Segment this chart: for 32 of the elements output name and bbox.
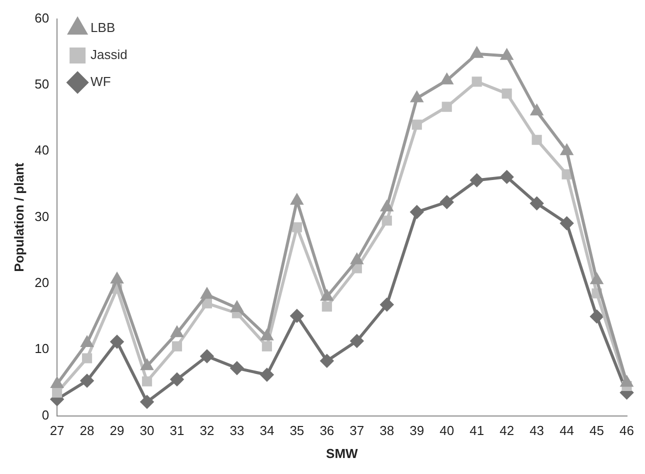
x-tick-label: 29 (110, 423, 124, 438)
x-tick-label: 27 (50, 423, 64, 438)
y-tick-label: 40 (34, 142, 50, 158)
x-tick-label: 36 (320, 423, 334, 438)
x-tick-label: 31 (170, 423, 184, 438)
x-tick-label: 45 (590, 423, 604, 438)
x-tick-label: 38 (380, 423, 394, 438)
legend-label: WF (90, 74, 111, 90)
x-tick-label: 30 (140, 423, 154, 438)
x-tick-label: 28 (80, 423, 94, 438)
x-tick-label: 32 (200, 423, 214, 438)
x-tick-label: 44 (560, 423, 574, 438)
x-axis-title: SMW (326, 446, 359, 461)
x-tick-label: 43 (530, 423, 544, 438)
legend-label: LBB (90, 20, 116, 36)
x-tick-label: 35 (290, 423, 304, 438)
y-tick-label: 20 (34, 275, 50, 290)
y-tick-label: 0 (42, 407, 50, 422)
legend-label: Jassid (90, 47, 128, 62)
y-tick-label: 60 (34, 10, 50, 26)
x-tick-label: 46 (620, 423, 634, 438)
x-tick-label: 42 (500, 423, 514, 438)
y-tick-label: 30 (34, 208, 50, 224)
x-tick-label: 39 (410, 423, 424, 438)
y-axis-title: Population / plant (11, 162, 26, 272)
x-tick-label: 34 (260, 423, 274, 438)
y-tick-label: 50 (34, 76, 50, 92)
x-tick-label: 37 (350, 423, 364, 438)
x-tick-label: 41 (470, 423, 484, 438)
x-tick-label: 33 (230, 423, 244, 438)
x-tick-label: 40 (440, 423, 454, 438)
y-tick-label: 10 (34, 341, 50, 356)
